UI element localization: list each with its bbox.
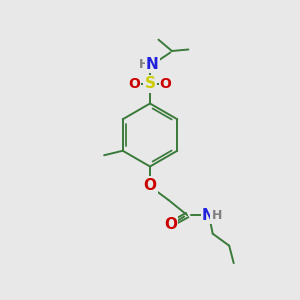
Text: N: N <box>146 57 159 72</box>
Text: O: O <box>164 217 177 232</box>
Text: O: O <box>160 77 172 91</box>
Text: H: H <box>212 208 222 222</box>
Text: O: O <box>143 178 157 193</box>
Text: H: H <box>139 58 149 71</box>
Text: S: S <box>145 76 155 92</box>
Text: N: N <box>202 208 214 223</box>
Text: O: O <box>128 77 140 91</box>
